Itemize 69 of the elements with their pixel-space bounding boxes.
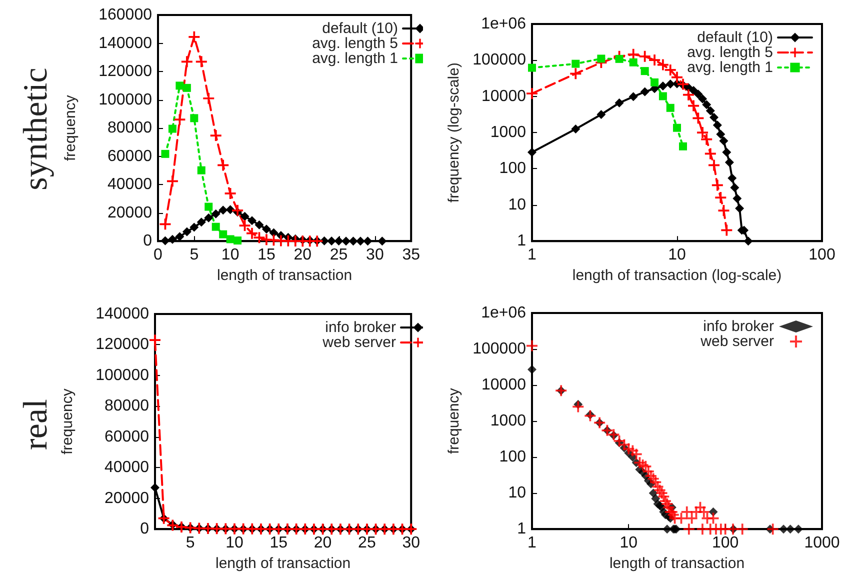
y-tick-label: 80000 (104, 398, 150, 415)
y-tick-label: 100 (499, 448, 526, 466)
y-tick-label: 10000 (482, 376, 526, 394)
y-axis-title: frequency (62, 94, 79, 161)
y-tick-label: 0 (140, 520, 150, 538)
x-tick-label: 10 (620, 534, 638, 552)
y-tick-label: 60000 (108, 148, 152, 165)
y-tick-label: 100000 (98, 91, 152, 108)
y-tick-label: 140000 (98, 34, 152, 52)
x-tick-label: 20 (294, 246, 312, 264)
y-tick-label: 60000 (104, 428, 150, 446)
legend-label: web server (700, 333, 774, 350)
y-tick-label: 100000 (472, 340, 526, 358)
x-tick-label: 10 (668, 246, 686, 264)
y-tick-label: 100000 (96, 366, 150, 384)
y-tick-label: 40000 (104, 459, 150, 476)
x-tick-label: 5 (190, 246, 199, 264)
y-tick-label: 1 (517, 232, 526, 250)
legend-label: default (10) (322, 20, 398, 37)
y-axis-title: frequency (446, 388, 463, 454)
y-tick-label: 1e+06 (481, 16, 526, 32)
x-axis-title: length of transaction (217, 267, 352, 284)
y-tick-label: 10 (508, 196, 526, 214)
x-tick-label: 100 (712, 534, 739, 552)
legend-label: avg. length 5 (687, 44, 773, 61)
y-tick-label: 140000 (96, 306, 150, 322)
x-tick-label: 25 (330, 246, 348, 264)
x-axis-title: length of transaction (log-scale) (572, 267, 782, 284)
y-tick-label: 160000 (98, 6, 152, 24)
x-tick-label: 30 (366, 246, 384, 264)
x-tick-label: 30 (402, 534, 420, 552)
y-tick-label: 20000 (104, 490, 150, 507)
y-tick-label: 40000 (108, 176, 152, 194)
x-tick-label: 35 (402, 246, 420, 264)
x-tick-label: 10 (226, 534, 244, 552)
legend-label: avg. length 1 (687, 59, 773, 76)
x-tick-label: 5 (186, 534, 195, 552)
legend-label: info broker (325, 319, 396, 336)
text: synthetic (18, 68, 54, 190)
y-tick-label: 20000 (108, 204, 152, 222)
y-tick-label: 120000 (98, 63, 152, 80)
y-tick-label: 1000 (490, 124, 526, 142)
x-tick-label: 25 (358, 534, 376, 552)
legend-label: avg. length 1 (312, 50, 398, 67)
legend-label: default (10) (697, 29, 773, 46)
y-tick-label: 10000 (482, 88, 526, 105)
y-tick-label: 80000 (108, 120, 152, 137)
y-tick-label: 120000 (96, 336, 150, 354)
x-tick-label: 15 (270, 534, 288, 552)
x-tick-label: 10 (221, 246, 240, 264)
y-tick-label: 1000 (490, 412, 526, 430)
legend-label: avg. length 5 (312, 35, 398, 52)
text: real (18, 399, 54, 450)
y-tick-label: 100000 (472, 52, 526, 69)
legend-label: info broker (703, 318, 774, 335)
y-tick-label: 1 (517, 520, 526, 538)
y-tick-label: 0 (143, 232, 152, 250)
x-axis-title: length of transaction (609, 555, 745, 572)
x-tick-label: 20 (314, 534, 332, 552)
x-tick-label: 15 (258, 246, 276, 264)
x-axis-title: length of transaction (216, 555, 351, 572)
y-tick-label: 100 (499, 160, 526, 178)
y-axis-title: frequency (log-scale) (446, 62, 463, 203)
y-tick-label: 10 (508, 484, 526, 502)
legend-label: web server (322, 334, 396, 351)
x-tick-label: 100 (808, 246, 836, 264)
y-tick-label: 1e+06 (481, 304, 526, 322)
y-axis-title: frequency (59, 388, 76, 454)
x-tick-label: 1000 (804, 534, 840, 552)
